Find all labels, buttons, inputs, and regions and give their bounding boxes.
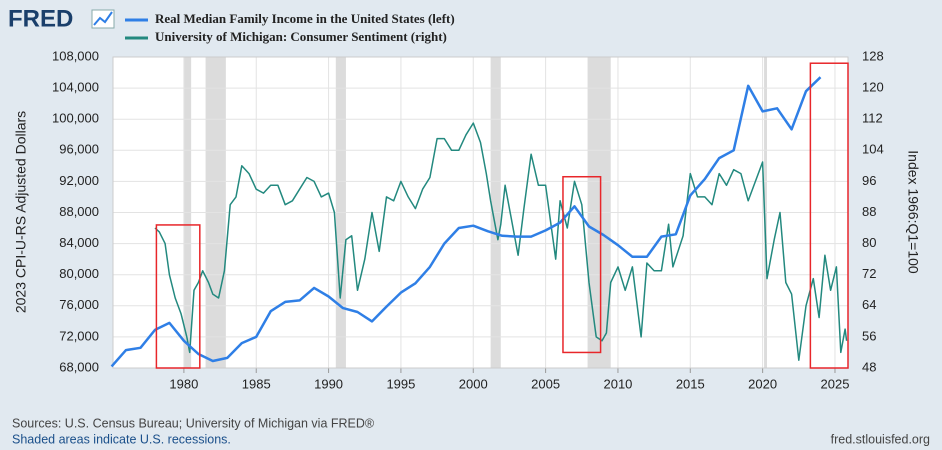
y-tick-label: 88,000 (59, 204, 99, 219)
x-tick-label: 2020 (748, 376, 777, 391)
y2-tick-label: 104 (862, 142, 884, 157)
y2-tick-label: 88 (862, 204, 876, 219)
x-tick-label: 1985 (242, 376, 271, 391)
y2-tick-label: 72 (862, 266, 876, 281)
x-tick-label: 1990 (314, 376, 343, 391)
legend-label: Real Median Family Income in the United … (155, 11, 455, 26)
x-tick-label: 2000 (459, 376, 488, 391)
y-tick-label: 68,000 (59, 359, 99, 374)
y2-tick-label: 80 (862, 235, 876, 250)
y2-tick-label: 128 (862, 48, 884, 63)
y-tick-label: 84,000 (59, 235, 99, 250)
y-tick-label: 72,000 (59, 328, 99, 343)
y-tick-label: 76,000 (59, 297, 99, 312)
x-tick-label: 2005 (531, 376, 560, 391)
y-tick-label: 80,000 (59, 266, 99, 281)
y2-tick-label: 56 (862, 328, 876, 343)
highlight-box (809, 62, 849, 369)
y-tick-label: 96,000 (59, 142, 99, 157)
series-line (154, 122, 848, 361)
y2-tick-label: 64 (862, 297, 876, 312)
logo-icon (91, 9, 115, 29)
highlight-box (155, 224, 201, 369)
y2-tick-label: 48 (862, 359, 876, 374)
x-tick-label: 1980 (169, 376, 198, 391)
y2-axis-title: Index 1966:Q1=100 (905, 150, 921, 274)
sources-note: Sources: U.S. Census Bureau; University … (12, 416, 375, 430)
site-url: fred.stlouisfed.org (831, 432, 930, 446)
legend-label: University of Michigan: Consumer Sentime… (155, 29, 447, 44)
y-axis-title: 2023 CPI-U-RS Adjusted Dollars (13, 111, 29, 313)
y2-tick-label: 120 (862, 80, 884, 95)
series-line (110, 76, 822, 368)
highlight-box (562, 175, 602, 354)
x-tick-label: 2025 (821, 376, 850, 391)
x-tick-label: 1995 (386, 376, 415, 391)
x-tick-label: 2015 (676, 376, 705, 391)
recession-note: Shaded areas indicate U.S. recessions. (12, 432, 231, 446)
logo: FRED (8, 5, 73, 32)
y2-tick-label: 96 (862, 173, 876, 188)
y-tick-label: 108,000 (52, 48, 99, 63)
y-tick-label: 92,000 (59, 173, 99, 188)
y2-tick-label: 112 (862, 111, 883, 126)
y-tick-label: 100,000 (52, 111, 99, 126)
x-tick-label: 2010 (603, 376, 632, 391)
y-tick-label: 104,000 (52, 80, 99, 95)
